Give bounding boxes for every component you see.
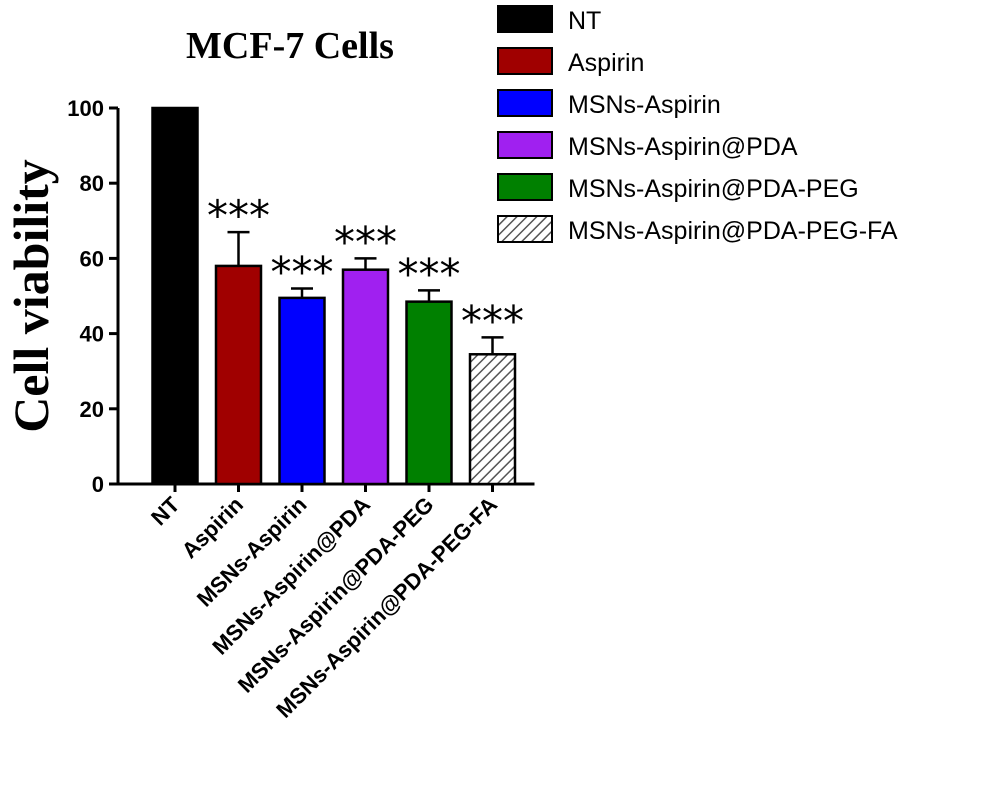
legend-swatch [497,131,553,159]
chart-title: MCF-7 Cells [186,25,394,67]
legend-label: Aspirin [568,49,644,77]
legend-label: MSNs-Aspirin@PDA-PEG [568,175,859,203]
bar-msns-aspirin [278,296,326,486]
y-axis: 0 20 40 60 80 100 [67,96,120,497]
y-tick-label: 40 [80,322,104,347]
legend-swatch [497,47,553,75]
y-tick-label: 100 [67,96,104,121]
y-tick-label: 80 [80,171,104,196]
significance-label: *** [334,217,397,266]
y-tick-label: 60 [80,246,104,271]
bars: *************** [151,106,524,486]
bar-msns-aspirin-pda [341,268,390,486]
bar-msns-aspirin-pda-peg [405,300,453,486]
y-axis-label: Cell viability [3,159,59,433]
bar-aspirin [214,264,263,486]
bar-nt [151,106,199,486]
legend-swatch [497,215,553,243]
legend: NT Aspirin MSNs-Aspirin MSNs-Aspirin@PDA MSN… [497,5,898,245]
legend-swatch [497,173,553,201]
legend-label: MSNs-Aspirin [568,91,721,119]
significance-label: *** [207,191,270,240]
x-tick-labels: NTAspirinMSNs-AspirinMSNs-Aspirin@PDAMSN… [146,491,502,722]
legend-swatch [497,89,553,117]
y-tick-label: 20 [80,397,104,422]
legend-swatch [497,5,553,33]
bar-msns-aspirin-pda-peg-fa [468,353,517,486]
significance-label: *** [271,247,334,296]
y-tick-label: 0 [92,472,104,497]
legend-label: MSNs-Aspirin@PDA [568,133,798,161]
x-tick-label: MSNs-Aspirin [192,492,312,612]
x-tick-label: NT [146,491,185,530]
legend-label: NT [568,7,601,35]
legend-label: MSNs-Aspirin@PDA-PEG-FA [568,217,898,245]
significance-label: *** [461,296,524,345]
significance-label: *** [398,249,461,298]
